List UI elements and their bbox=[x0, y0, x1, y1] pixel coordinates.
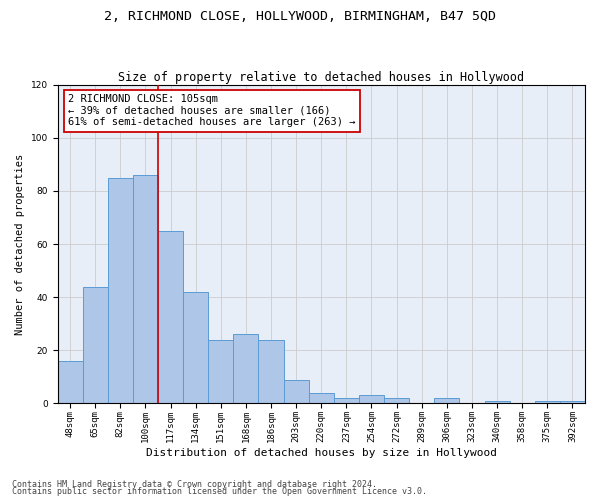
Bar bbox=[183, 292, 208, 404]
Bar bbox=[233, 334, 259, 404]
Bar bbox=[384, 398, 409, 404]
Bar bbox=[158, 231, 183, 404]
Bar bbox=[359, 396, 384, 404]
Bar bbox=[434, 398, 460, 404]
Title: Size of property relative to detached houses in Hollywood: Size of property relative to detached ho… bbox=[118, 70, 524, 84]
Text: 2, RICHMOND CLOSE, HOLLYWOOD, BIRMINGHAM, B47 5QD: 2, RICHMOND CLOSE, HOLLYWOOD, BIRMINGHAM… bbox=[104, 10, 496, 23]
Bar bbox=[334, 398, 359, 404]
Bar bbox=[309, 393, 334, 404]
Bar bbox=[535, 401, 560, 404]
Bar bbox=[83, 286, 108, 404]
Bar bbox=[58, 361, 83, 404]
Bar bbox=[208, 340, 233, 404]
Text: Contains HM Land Registry data © Crown copyright and database right 2024.: Contains HM Land Registry data © Crown c… bbox=[12, 480, 377, 489]
Bar bbox=[560, 401, 585, 404]
Text: Contains public sector information licensed under the Open Government Licence v3: Contains public sector information licen… bbox=[12, 487, 427, 496]
Bar bbox=[485, 401, 509, 404]
Bar bbox=[133, 175, 158, 404]
Bar bbox=[259, 340, 284, 404]
Text: 2 RICHMOND CLOSE: 105sqm
← 39% of detached houses are smaller (166)
61% of semi-: 2 RICHMOND CLOSE: 105sqm ← 39% of detach… bbox=[68, 94, 356, 128]
Bar bbox=[108, 178, 133, 404]
Y-axis label: Number of detached properties: Number of detached properties bbox=[15, 154, 25, 334]
X-axis label: Distribution of detached houses by size in Hollywood: Distribution of detached houses by size … bbox=[146, 448, 497, 458]
Bar bbox=[284, 380, 309, 404]
